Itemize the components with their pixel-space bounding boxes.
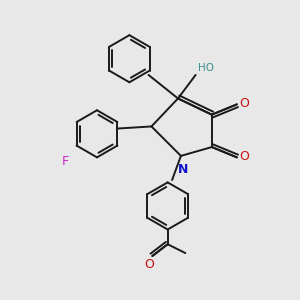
Text: HO: HO (198, 63, 214, 73)
Text: O: O (145, 258, 154, 272)
Text: N: N (178, 163, 188, 176)
Text: O: O (239, 97, 249, 110)
Text: O: O (239, 150, 249, 163)
Text: F: F (62, 155, 69, 168)
